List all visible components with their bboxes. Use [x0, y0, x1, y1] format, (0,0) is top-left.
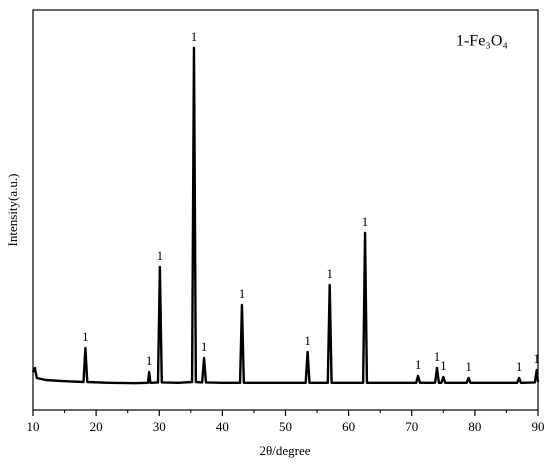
peak-label: 1 — [326, 266, 333, 281]
x-tick-label: 10 — [27, 419, 40, 434]
peak-label: 1 — [201, 339, 208, 354]
peak-label: 1 — [304, 333, 311, 348]
peak-label: 1 — [415, 357, 422, 372]
x-tick-label: 70 — [405, 419, 418, 434]
x-tick-label: 80 — [468, 419, 481, 434]
peak-label: 1 — [146, 353, 153, 368]
peak-label: 1 — [434, 349, 441, 364]
peak-label: 1 — [516, 359, 523, 374]
x-tick-label: 20 — [90, 419, 103, 434]
peak-label: 1 — [533, 351, 540, 366]
peak-label: 1 — [191, 29, 198, 44]
peak-label: 1 — [362, 214, 369, 229]
peak-label: 1 — [440, 358, 447, 373]
x-tick-label: 40 — [216, 419, 229, 434]
x-axis-label: 2θ/degree — [260, 443, 311, 458]
peak-label: 1 — [82, 329, 89, 344]
legend-text: 1-Fe₃O₄ — [456, 33, 508, 50]
peak-label: 1 — [239, 286, 246, 301]
x-tick-label: 60 — [342, 419, 355, 434]
y-axis-label: Intensity(a.u.) — [5, 174, 20, 247]
peak-label: 1 — [157, 248, 164, 263]
x-tick-label: 90 — [532, 419, 545, 434]
x-tick-label: 30 — [153, 419, 166, 434]
peak-label: 1 — [465, 359, 472, 374]
plot-frame — [32, 9, 539, 411]
x-tick-label: 50 — [279, 419, 292, 434]
spectrum-line — [31, 46, 540, 385]
